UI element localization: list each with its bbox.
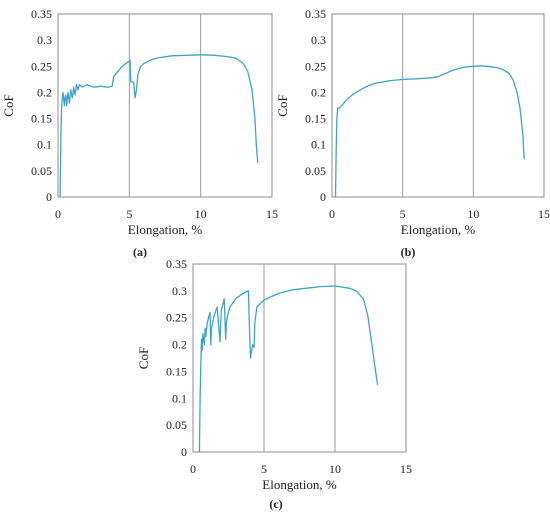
x-tick-label: 5 bbox=[261, 462, 267, 476]
y-tick-label: 0.3 bbox=[37, 33, 52, 47]
y-tick-label: 0 bbox=[46, 190, 52, 204]
x-tick-label: 15 bbox=[400, 462, 412, 476]
x-tick-label: 0 bbox=[190, 462, 196, 476]
plot-area bbox=[192, 263, 407, 453]
x-tick-label: 0 bbox=[55, 207, 61, 221]
x-tick-label: 15 bbox=[266, 207, 278, 221]
x-tick-label: 5 bbox=[400, 207, 406, 221]
x-tick-label: 5 bbox=[126, 207, 132, 221]
chart-panel: 0 0.05 0.1 0.15 0.2 0.25 0.3 0.35 0 5 10 15 Elongati… bbox=[275, 7, 550, 259]
y-tick-label: 0.15 bbox=[31, 112, 52, 126]
plot-area bbox=[57, 13, 273, 198]
x-axis-title: Elongation, % bbox=[128, 222, 203, 237]
x-tick-label: 10 bbox=[329, 462, 341, 476]
x-tick-label: 15 bbox=[538, 207, 550, 221]
y-tick-label: 0.2 bbox=[311, 85, 326, 99]
y-tick-label: 0.1 bbox=[37, 138, 52, 152]
y-tick-label: 0.35 bbox=[31, 7, 52, 21]
y-tick-label: 0.25 bbox=[166, 311, 187, 325]
plot-area bbox=[331, 13, 545, 198]
y-tick-label: 0.05 bbox=[31, 164, 52, 178]
x-axis-title: Elongation, % bbox=[262, 477, 337, 492]
y-tick-label: 0 bbox=[181, 445, 187, 459]
x-axis-title: Elongation, % bbox=[401, 222, 476, 237]
y-tick-label: 0.2 bbox=[172, 338, 187, 352]
chart-panel: 0 0.05 0.1 0.15 0.2 0.25 0.3 0.35 0 5 10 15 Elongati… bbox=[136, 257, 412, 511]
y-tick-label: 0.3 bbox=[172, 284, 187, 298]
cof-series-line bbox=[198, 285, 379, 453]
panel-label: (b) bbox=[401, 245, 416, 259]
y-tick-label: 0.25 bbox=[31, 59, 52, 73]
chart-panel: 0 0.05 0.1 0.15 0.2 0.25 0.3 0.35 0 5 10 15 Elongati… bbox=[1, 7, 278, 259]
y-tick-label: 0.1 bbox=[172, 391, 187, 405]
y-axis-title: CoF bbox=[1, 94, 16, 116]
y-tick-label: 0.15 bbox=[305, 112, 326, 126]
y-tick-label: 0.05 bbox=[166, 418, 187, 432]
y-tick-label: 0.3 bbox=[311, 33, 326, 47]
panel-label: (c) bbox=[269, 497, 282, 511]
y-tick-label: 0.1 bbox=[311, 138, 326, 152]
x-tick-label: 0 bbox=[329, 207, 335, 221]
panel-label: (a) bbox=[133, 245, 147, 259]
y-tick-label: 0.35 bbox=[166, 257, 187, 271]
y-tick-label: 0.2 bbox=[37, 85, 52, 99]
y-tick-label: 0.25 bbox=[305, 59, 326, 73]
x-tick-label: 10 bbox=[467, 207, 479, 221]
y-tick-label: 0.35 bbox=[305, 7, 326, 21]
y-axis-title: CoF bbox=[275, 94, 290, 116]
y-tick-label: 0.05 bbox=[305, 164, 326, 178]
x-tick-label: 10 bbox=[195, 207, 207, 221]
cof-series-line bbox=[334, 65, 525, 198]
y-axis-title: CoF bbox=[136, 347, 151, 369]
y-tick-label: 0.15 bbox=[166, 364, 187, 378]
y-tick-label: 0 bbox=[320, 190, 326, 204]
cof-series-line bbox=[59, 54, 259, 198]
